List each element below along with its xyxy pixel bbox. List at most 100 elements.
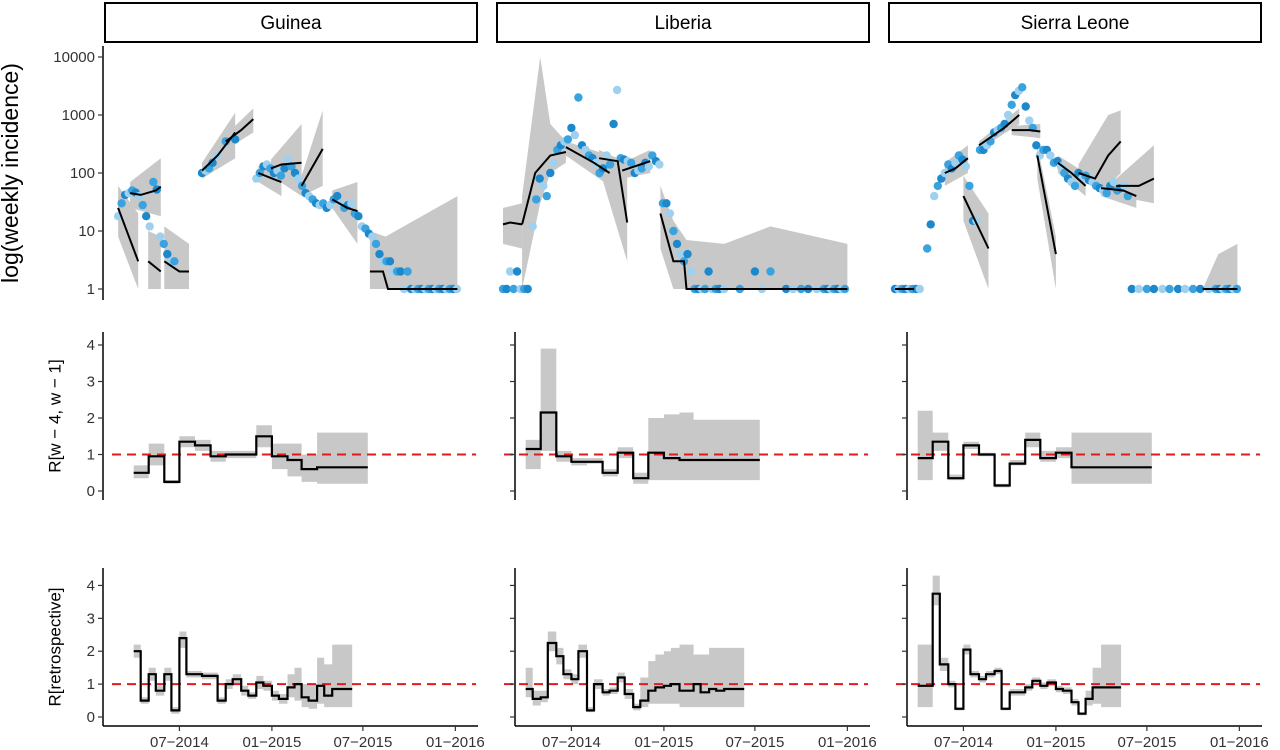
incidence-point: [750, 267, 760, 276]
incidence-point: [665, 209, 675, 218]
incidence-point: [385, 257, 395, 266]
incidence-point: [704, 267, 713, 276]
x-tick-label: 07−2015: [333, 734, 392, 750]
fitted-line: [1057, 162, 1087, 187]
incidence-point: [1134, 284, 1144, 294]
incidence-point: [535, 174, 544, 183]
x-tick-label: 01−2016: [426, 734, 485, 750]
panel: [504, 348, 868, 484]
fitted-line: [225, 118, 254, 143]
fitted-line: [300, 148, 324, 187]
incidence-point: [662, 199, 671, 208]
incidence-point: [368, 232, 377, 241]
confidence-ribbon: [118, 185, 139, 289]
incidence-point: [686, 267, 696, 276]
incidence-point: [145, 222, 154, 231]
incidence-point: [1127, 284, 1137, 294]
incidence-point: [766, 267, 775, 276]
incidence-point: [1149, 284, 1159, 294]
x-tick-label: 01−2015: [1026, 734, 1085, 750]
incidence-point: [926, 220, 935, 229]
confidence-ribbon: [522, 57, 566, 289]
panel: [498, 57, 850, 294]
incidence-point: [532, 195, 541, 204]
panel: [113, 108, 462, 294]
incidence-point: [1180, 284, 1190, 294]
r-step-line: [133, 637, 353, 712]
confidence-ribbon: [525, 348, 760, 484]
incidence-point: [574, 93, 583, 102]
fitted-line: [621, 160, 651, 172]
incidence-point: [567, 123, 576, 133]
fitted-line: [257, 172, 282, 183]
confidence-ribbon: [1202, 243, 1238, 289]
incidence-point: [117, 199, 126, 208]
fitted-line: [598, 157, 629, 223]
y-tick-label: 1: [87, 447, 95, 464]
x-tick-label: 01−2016: [818, 734, 877, 750]
incidence-point: [915, 284, 924, 294]
facet-strip-label: Liberia: [654, 13, 711, 34]
incidence-point: [676, 249, 685, 259]
incidence-point: [149, 177, 158, 187]
incidence-point: [1025, 116, 1034, 125]
confidence-ribbon: [917, 575, 1122, 716]
y-tick-label: 1: [87, 281, 95, 298]
x-tick-label: 07−2014: [542, 734, 601, 750]
incidence-point: [1188, 284, 1198, 294]
incidence-point: [156, 232, 165, 241]
incidence-point: [951, 158, 960, 167]
incidence-point: [1196, 284, 1205, 294]
incidence-point: [354, 212, 363, 221]
incidence-point: [509, 284, 518, 294]
panel: [896, 410, 1260, 488]
incidence-point: [333, 191, 342, 201]
y-tick-label: 0: [87, 709, 95, 726]
y-axis-title: log(weekly incidence): [0, 63, 23, 283]
y-axis-title: R[retrospective]: [45, 587, 64, 706]
incidence-point: [644, 162, 653, 171]
incidence-point: [505, 267, 515, 276]
incidence-point: [930, 191, 939, 201]
incidence-point: [683, 249, 692, 259]
incidence-point: [933, 181, 942, 191]
y-tick-label: 4: [87, 337, 95, 354]
incidence-point: [294, 174, 303, 183]
x-tick-label: 01−2016: [1210, 734, 1269, 750]
incidence-point: [609, 119, 618, 129]
incidence-point: [138, 200, 147, 210]
incidence-point: [1007, 100, 1016, 110]
incidence-point: [1032, 141, 1041, 150]
incidence-point: [512, 267, 522, 276]
incidence-point: [1158, 284, 1167, 294]
fitted-line: [1078, 140, 1122, 180]
fitted-line: [147, 260, 162, 273]
incidence-point: [1165, 284, 1174, 294]
incidence-point: [1102, 188, 1111, 198]
y-tick-label: 4: [87, 577, 95, 594]
incidence-point: [283, 155, 293, 164]
incidence-point: [502, 284, 511, 294]
fitted-line: [201, 131, 236, 172]
incidence-point: [961, 162, 971, 171]
fitted-line: [521, 151, 567, 225]
confidence-ribbon: [164, 226, 189, 289]
incidence-point: [159, 239, 168, 249]
r-step-line: [133, 435, 368, 483]
fitted-line: [502, 221, 523, 226]
incidence-point: [1003, 110, 1013, 120]
panel: [890, 83, 1242, 294]
y-tick-label: 3: [87, 610, 95, 627]
incidence-point: [170, 257, 179, 266]
incidence-point: [672, 239, 682, 249]
facet-strip: [496, 2, 870, 43]
y-tick-label: 100: [70, 165, 95, 182]
incidence-point: [1109, 177, 1118, 187]
confidence-ribbon: [917, 410, 1152, 488]
y-tick-label: 1000: [62, 107, 95, 124]
fitted-line: [962, 195, 990, 249]
fitted-line: [117, 207, 140, 262]
incidence-point: [605, 160, 615, 169]
incidence-point: [523, 284, 532, 294]
y-axis-title: R[w − 4, w − 1]: [45, 359, 64, 472]
